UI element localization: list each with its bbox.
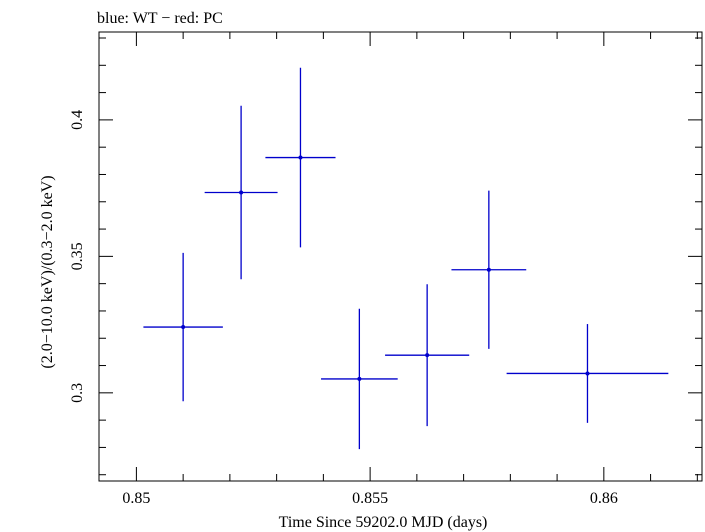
data-point bbox=[143, 252, 223, 402]
data-marker bbox=[181, 325, 186, 330]
data-marker bbox=[357, 376, 362, 381]
x-axis-label: Time Since 59202.0 MJD (days) bbox=[279, 514, 488, 531]
y-tick-label: 0.35 bbox=[69, 242, 86, 270]
data-points bbox=[143, 67, 669, 450]
data-marker bbox=[486, 267, 491, 272]
data-marker bbox=[585, 371, 590, 376]
y-axis-label: (2.0−10.0 keV)/(0.3−2.0 keV) bbox=[39, 175, 56, 368]
data-marker bbox=[239, 190, 244, 195]
data-point bbox=[506, 324, 669, 423]
x-tick-label: 0.855 bbox=[352, 490, 388, 507]
data-point bbox=[321, 308, 398, 450]
data-point bbox=[451, 190, 527, 349]
data-marker bbox=[298, 155, 303, 160]
data-point bbox=[385, 284, 470, 427]
x-tick-label: 0.86 bbox=[590, 490, 618, 507]
y-tick-label: 0.3 bbox=[69, 383, 86, 403]
chart-title: blue: WT − red: PC bbox=[97, 10, 223, 27]
x-tick-label: 0.85 bbox=[122, 490, 150, 507]
data-marker bbox=[425, 353, 430, 358]
axis-ticks bbox=[99, 32, 702, 481]
axis-tick-labels: 0.85 0.855 0.86 0.3 0.35 0.4 bbox=[69, 110, 618, 507]
data-point bbox=[204, 105, 278, 280]
y-tick-label: 0.4 bbox=[69, 110, 86, 130]
plot-frame bbox=[98, 31, 703, 482]
data-point bbox=[265, 67, 336, 248]
